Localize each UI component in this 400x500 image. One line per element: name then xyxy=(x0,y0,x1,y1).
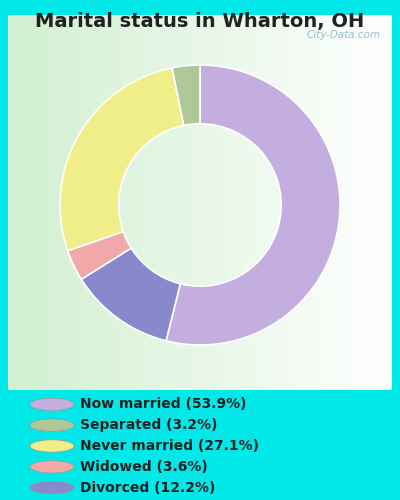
Circle shape xyxy=(30,460,74,473)
Wedge shape xyxy=(81,248,180,341)
Circle shape xyxy=(30,482,74,494)
Wedge shape xyxy=(166,65,340,345)
Text: City-Data.com: City-Data.com xyxy=(306,30,380,40)
Text: Separated (3.2%): Separated (3.2%) xyxy=(80,418,218,432)
Text: Never married (27.1%): Never married (27.1%) xyxy=(80,439,259,453)
Wedge shape xyxy=(68,232,131,280)
Text: Divorced (12.2%): Divorced (12.2%) xyxy=(80,480,215,494)
Text: Now married (53.9%): Now married (53.9%) xyxy=(80,398,246,411)
Wedge shape xyxy=(60,68,184,251)
Circle shape xyxy=(30,419,74,432)
Text: Marital status in Wharton, OH: Marital status in Wharton, OH xyxy=(35,12,365,32)
Circle shape xyxy=(30,398,74,410)
Text: Widowed (3.6%): Widowed (3.6%) xyxy=(80,460,208,474)
Circle shape xyxy=(30,440,74,452)
Wedge shape xyxy=(172,65,200,126)
